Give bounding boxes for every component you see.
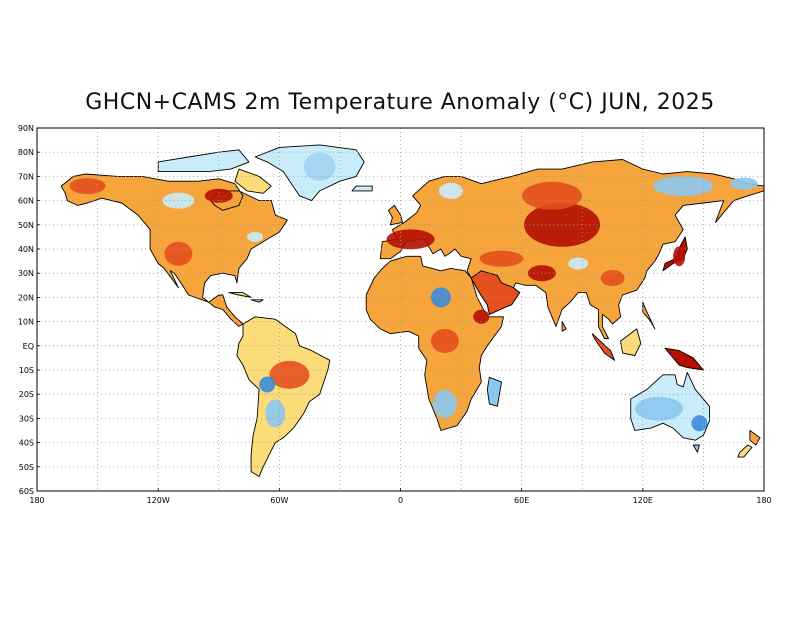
great-britain-island — [387, 204, 403, 226]
latitude-label: 20S — [19, 390, 34, 399]
iceland-island — [351, 185, 373, 192]
anomaly-alaska-warm — [69, 178, 106, 195]
longitude-label: 0 — [398, 496, 403, 505]
anomaly-china-hot — [600, 270, 625, 287]
cuba-island — [228, 292, 252, 298]
longitude-label: 120W — [147, 496, 170, 505]
anomaly-east-siberia-cool — [653, 176, 714, 197]
longitude-label: 120E — [633, 496, 653, 505]
anomaly-argentina-cool — [265, 399, 286, 428]
longitude-label: 180 — [29, 496, 44, 505]
new-zealand-south — [737, 444, 753, 458]
latitude-label: 80N — [18, 148, 34, 157]
latitude-label: 30N — [18, 269, 34, 278]
anomaly-horn-africa-hot — [473, 309, 490, 324]
anomaly-central-africa-warm — [430, 328, 459, 353]
latitude-label: 60N — [18, 197, 34, 206]
anomaly-chukotka-cool — [729, 177, 758, 190]
anomaly-australia-cool — [634, 396, 683, 421]
anomaly-east-australia-cool — [691, 415, 708, 432]
anomaly-brazil-warm — [269, 360, 310, 389]
anomaly-tibet-cool — [568, 257, 589, 270]
map-title: GHCN+CAMS 2m Temperature Anomaly (°C) JU… — [85, 90, 715, 115]
anomaly-northeast-us-cool — [247, 231, 264, 242]
latitude-label: 60S — [19, 487, 34, 496]
baffin-island — [234, 168, 272, 194]
anomaly-us-west-hot — [164, 241, 193, 266]
anomaly-scandinavia-cool — [438, 182, 463, 199]
latitude-label: 90N — [18, 124, 34, 133]
graticule — [37, 128, 764, 491]
canadian-arctic-islands — [157, 149, 250, 173]
hispaniola-island — [250, 299, 264, 303]
anomaly-iran-hot — [479, 250, 524, 267]
latitude-label: 50N — [18, 221, 34, 230]
madagascar-island — [486, 376, 502, 407]
sumatra-island — [591, 333, 616, 361]
anomaly-canada-cool — [162, 192, 195, 209]
latitude-label: 40N — [18, 245, 34, 254]
latitude-label: 30S — [19, 414, 34, 423]
longitude-label: 180 — [756, 496, 771, 505]
borneo-island — [620, 328, 642, 356]
anomaly-central-asia-hot — [524, 202, 601, 247]
philippines-islands — [642, 301, 656, 330]
anomaly-greenland-cool — [303, 152, 336, 181]
anomaly-japan-hot — [673, 246, 686, 267]
anomaly-bolivia-cool — [259, 376, 276, 393]
sri-lanka-island — [561, 321, 567, 332]
anomaly-south-africa-cool — [432, 389, 457, 418]
latitude-label: 70N — [18, 172, 34, 181]
anomaly-sahel-cool — [430, 287, 451, 308]
anomaly-hudson-bay-hot — [204, 188, 233, 203]
anomaly-siberia-hot — [521, 181, 582, 210]
south-america-landmass — [236, 316, 331, 477]
latitude-label: EQ — [23, 342, 34, 351]
longitude-label: 60E — [514, 496, 529, 505]
latitude-labels: 90N 80N 70N 60N 50N 40N 30N 20N 10N EQ 10S 20S 30S 40… — [18, 124, 40, 496]
anomaly-west-europe-hot — [386, 229, 435, 250]
latitude-label: 10N — [18, 318, 34, 327]
latitude-label: 20N — [18, 293, 34, 302]
latitude-label: 40S — [19, 439, 34, 448]
latitude-label: 10S — [19, 366, 34, 375]
tasmania-island — [692, 444, 700, 453]
longitude-labels: 180 120W 60W 0 60E 120E 180 — [29, 488, 772, 505]
longitude-label: 60W — [270, 496, 288, 505]
new-zealand-north — [749, 430, 761, 446]
arabian-peninsula — [470, 270, 521, 315]
latitude-label: 50S — [19, 463, 34, 472]
new-guinea-island — [664, 347, 704, 371]
land-anomaly-fill — [60, 144, 765, 477]
